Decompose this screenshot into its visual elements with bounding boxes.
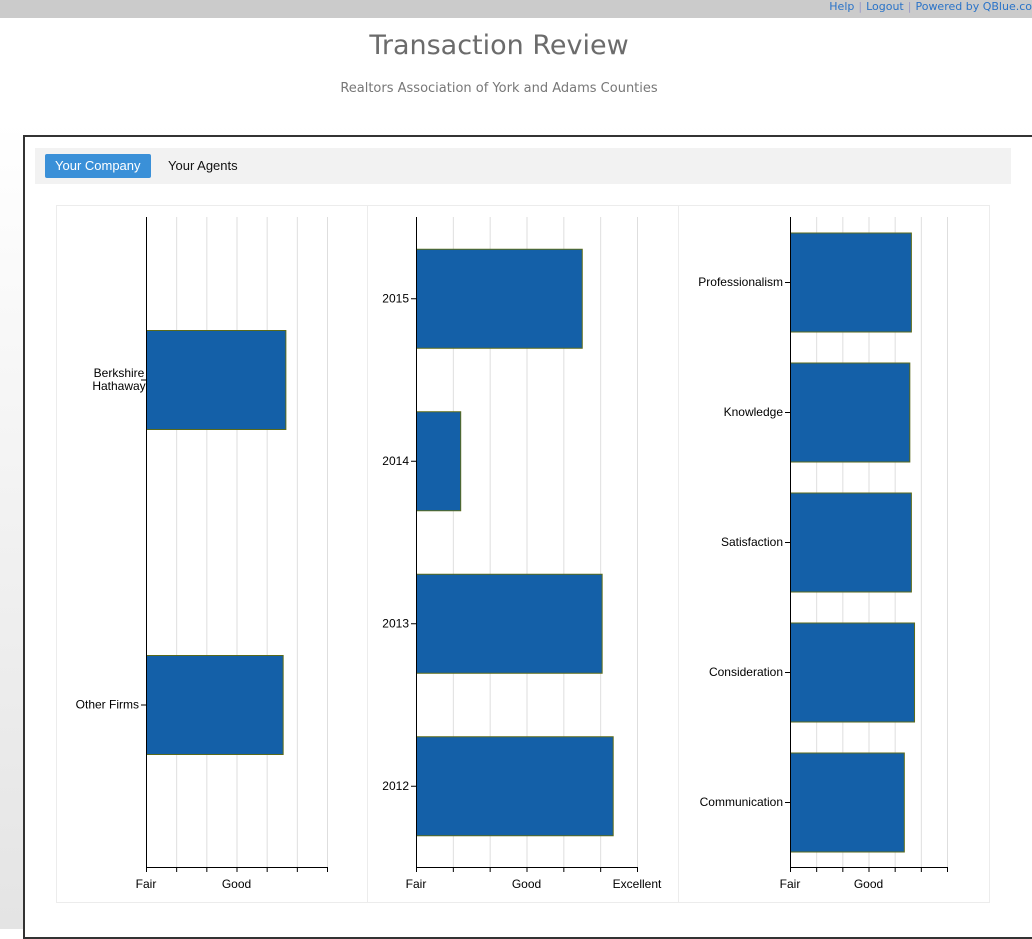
bar-2013 [416, 573, 603, 674]
y-tick-label: 2013 [382, 616, 409, 630]
x-tick-label: Fair [780, 877, 801, 891]
bar-knowledge [790, 362, 911, 463]
separator: | [858, 0, 863, 13]
bar-other-firms [146, 655, 284, 755]
page-title: Transaction Review [369, 30, 629, 61]
chart-by-year: 2015 2014 2013 2012 Fair Good Excellent [367, 205, 679, 903]
x-tick-label: Good [854, 877, 883, 891]
top-links: Help | Logout | Powered by QBlue.co [829, 0, 1032, 13]
x-tick-label: Fair [406, 877, 427, 891]
chart-company-comparison: Berkshire Hathaway Other Firms Fair Good [56, 205, 368, 903]
bar-berkshire-hathaway [146, 330, 287, 430]
x-tick-label: Fair [136, 877, 157, 891]
bar-2012 [416, 736, 614, 837]
bar-communication [790, 752, 905, 853]
bar-2014 [416, 411, 462, 512]
x-tick-label: Good [512, 877, 541, 891]
y-tick-label: Satisfaction [721, 535, 783, 549]
separator: | [907, 0, 912, 13]
y-tick-label: Professionalism [698, 275, 783, 289]
bar-2015 [416, 248, 583, 349]
top-bar: Help | Logout | Powered by QBlue.co [0, 0, 1032, 18]
y-tick-label: Communication [700, 795, 783, 809]
help-link[interactable]: Help [829, 0, 855, 13]
y-tick-label: Berkshire Hathaway [92, 366, 145, 393]
y-tick-label: Consideration [709, 665, 783, 679]
y-tick-label: Other Firms [76, 698, 139, 712]
x-tick-label: Excellent [613, 877, 662, 891]
tab-your-company[interactable]: Your Company [45, 154, 151, 178]
chart-by-category: Professionalism Knowledge Satisfaction Cons… [678, 205, 990, 903]
main-panel: Your Company Your Agents Berkshire Hathaw… [23, 135, 1032, 939]
y-tick-label: 2014 [382, 454, 409, 468]
y-tick-label: 2015 [382, 291, 409, 305]
bar-professionalism [790, 232, 912, 333]
logout-link[interactable]: Logout [866, 0, 904, 13]
page-subtitle: Realtors Association of York and Adams C… [340, 81, 658, 96]
x-tick-label: Good [222, 877, 251, 891]
y-tick-label: 2012 [382, 779, 409, 793]
bar-satisfaction [790, 492, 912, 593]
tab-your-agents[interactable]: Your Agents [168, 158, 238, 173]
tab-bar: Your Company Your Agents [35, 148, 1011, 184]
powered-by-link[interactable]: Powered by QBlue.co [915, 0, 1032, 13]
bar-consideration [790, 622, 916, 723]
y-tick-label: Knowledge [724, 405, 784, 419]
